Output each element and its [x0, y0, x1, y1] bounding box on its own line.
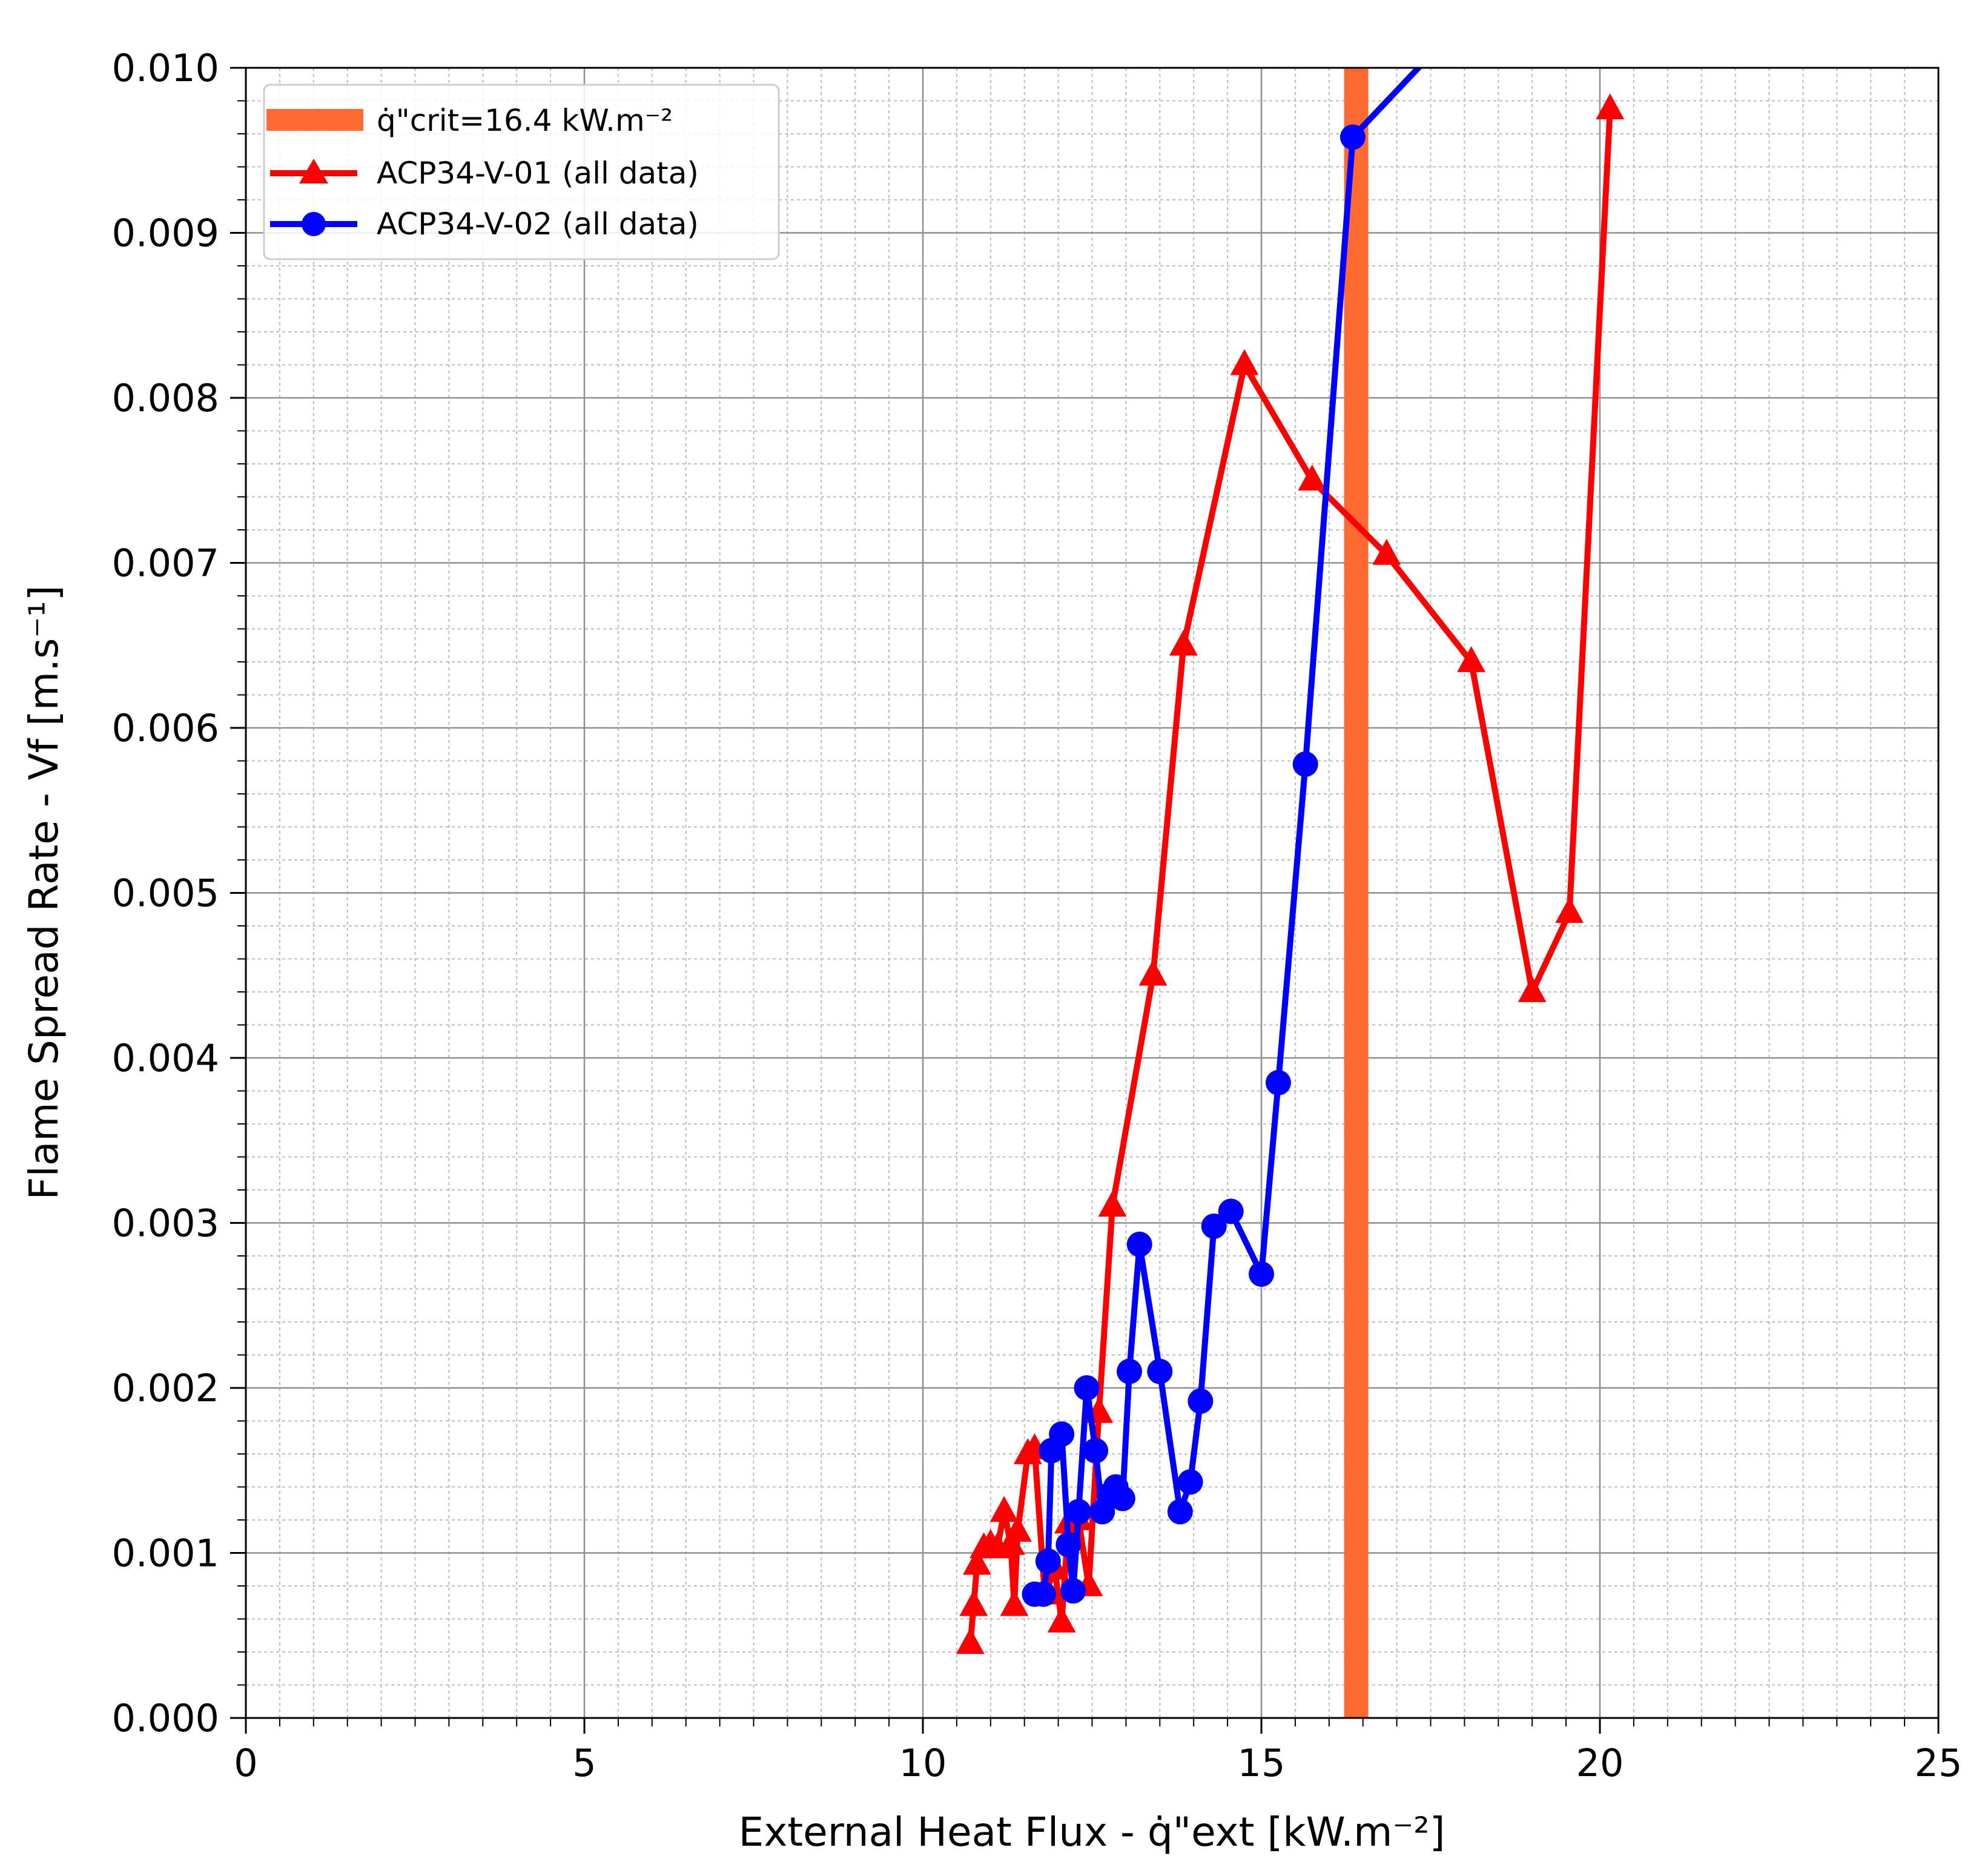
series-point: [1035, 1548, 1061, 1574]
series-line: [1034, 68, 1423, 1597]
y-tick-label: 0.008: [112, 376, 220, 420]
x-tick-label: 10: [899, 1741, 947, 1785]
x-tick-label: 15: [1238, 1741, 1286, 1785]
series-point: [1518, 976, 1547, 1002]
x-axis-title: External Heat Flux - q̇"ext [kW.m⁻²]: [739, 1809, 1445, 1855]
grid: [245, 67, 1940, 1719]
axis-titles: External Heat Flux - q̇"ext [kW.m⁻²] Fla…: [21, 586, 1445, 1855]
legend-box: [263, 84, 780, 260]
y-tick-label: 0.004: [112, 1036, 220, 1080]
series-point: [996, 1528, 1025, 1555]
series-point: [1177, 1469, 1203, 1495]
series-point: [1116, 1358, 1142, 1384]
series-point: [1249, 1261, 1274, 1287]
series-point: [1031, 1581, 1057, 1607]
y-tick-label: 0.010: [112, 46, 220, 90]
y-tick-label: 0.009: [112, 211, 220, 256]
series-point: [1201, 1213, 1227, 1239]
series-point: [1047, 1606, 1076, 1633]
axis-ticks: 0 5 10 15 20 25 0.000 0.001 0.002 0.003 0.004 0.005…: [112, 46, 1963, 1785]
series-point: [1098, 1191, 1127, 1217]
series-point: [989, 1496, 1019, 1522]
series-point: [1138, 959, 1168, 986]
legend: q̇"crit=16.4 kW.m⁻² ACP34-V-01 (all data…: [263, 84, 780, 260]
series-point: [1003, 1516, 1032, 1542]
series-point: [1066, 1499, 1092, 1525]
legend-critical-flux-label: q̇"crit=16.4 kW.m⁻²: [377, 103, 673, 138]
series-point: [1169, 629, 1198, 656]
y-tick-label: 0.001: [112, 1531, 220, 1576]
y-tick-label: 0.002: [112, 1366, 220, 1410]
legend-series-2-marker: [302, 212, 326, 236]
series-point: [1292, 751, 1318, 777]
series-point: [1049, 1421, 1075, 1447]
y-axis-title: Flame Spread Rate - Vf [m.s⁻¹]: [21, 586, 67, 1200]
series-point: [1265, 1069, 1291, 1095]
series-point: [1298, 464, 1327, 491]
legend-series-2-label: ACP34-V-02 (all data): [377, 206, 699, 242]
x-tick-label: 5: [572, 1741, 596, 1785]
series-point: [1126, 1231, 1152, 1257]
series-point: [1109, 1485, 1135, 1511]
series-point: [1372, 538, 1401, 565]
legend-series-1-label: ACP34-V-01 (all data): [377, 156, 699, 191]
series-point: [1230, 349, 1259, 375]
series-point: [1060, 1578, 1086, 1604]
series-point: [1167, 1499, 1193, 1525]
series-point: [1457, 646, 1485, 672]
series-point: [1218, 1198, 1244, 1224]
series-point: [1147, 1358, 1173, 1384]
series-point: [1596, 93, 1625, 120]
series-point: [1083, 1438, 1109, 1464]
y-tick-label: 0.003: [112, 1201, 220, 1246]
y-tick-label: 0.000: [112, 1696, 220, 1740]
series-1: [956, 93, 1625, 1654]
y-tick-label: 0.005: [112, 871, 220, 916]
series-point: [963, 1548, 991, 1575]
series-2: [1022, 68, 1423, 1607]
y-tick-label: 0.007: [112, 541, 220, 586]
x-tick-label: 20: [1576, 1741, 1624, 1785]
series-point: [1340, 124, 1366, 150]
series-layer: [956, 68, 1625, 1654]
x-tick-label: 0: [234, 1741, 257, 1785]
series-point: [959, 1590, 988, 1616]
legend-series-1-marker: [299, 159, 328, 183]
y-tick-label: 0.006: [112, 706, 220, 750]
series-point: [1188, 1388, 1214, 1414]
series-point: [1074, 1375, 1100, 1401]
series-point: [1555, 897, 1584, 923]
series-point: [1055, 1531, 1082, 1557]
x-tick-label: 25: [1915, 1741, 1963, 1785]
series-point: [1000, 1590, 1029, 1616]
series-point: [956, 1628, 985, 1654]
